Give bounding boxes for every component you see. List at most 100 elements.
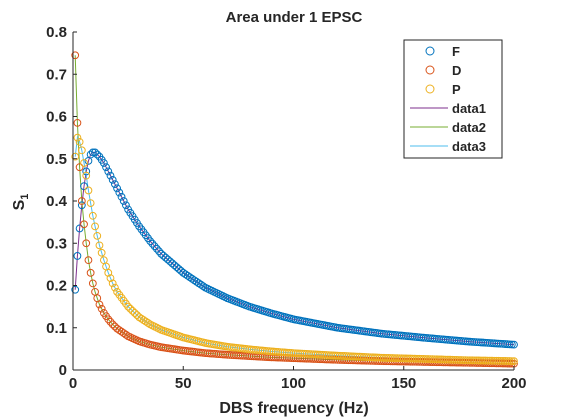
marker-point <box>82 239 91 248</box>
marker-point <box>108 175 117 184</box>
marker-point <box>73 118 82 127</box>
legend-label-data2: data2 <box>452 120 486 135</box>
marker-point <box>199 282 207 291</box>
marker-point <box>124 302 133 311</box>
marker-point <box>148 239 157 248</box>
marker-point <box>152 244 161 253</box>
marker-point <box>106 274 115 283</box>
marker-point <box>119 197 128 205</box>
marker-point <box>507 359 516 368</box>
legend-marker-P <box>425 84 435 94</box>
marker-point <box>75 137 84 146</box>
y-tick-label: 0.4 <box>46 193 68 210</box>
legend-label-data3: data3 <box>452 139 486 154</box>
marker-point <box>88 211 97 220</box>
marker-point <box>163 255 172 264</box>
y-axis-label-group: S1 <box>11 194 31 211</box>
plot-area <box>71 51 518 368</box>
marker-point <box>82 171 91 180</box>
marker-point <box>82 167 91 176</box>
marker-point <box>91 222 99 231</box>
marker-point <box>86 268 95 277</box>
marker-point <box>146 237 155 246</box>
legend-marker-F <box>425 46 435 56</box>
legend-label-P: P <box>452 82 461 97</box>
legend-entry-data3: data3 <box>410 139 486 154</box>
marker-point <box>84 186 93 195</box>
series-markers-P <box>71 133 518 366</box>
marker-point <box>505 357 514 365</box>
x-tick-label: 150 <box>391 375 416 392</box>
marker-point <box>95 241 104 250</box>
marker-point <box>510 340 518 349</box>
y-axis-label: S1 <box>11 194 31 211</box>
y-tick-label: 0.7 <box>46 66 67 83</box>
y-tick-label: 0.6 <box>46 109 67 126</box>
marker-point <box>77 197 86 205</box>
x-tick-label: 0 <box>69 375 77 392</box>
marker-point <box>93 231 102 240</box>
marker-point <box>108 320 117 329</box>
y-tick-label: 0 <box>59 362 67 379</box>
marker-point <box>113 184 121 193</box>
legend-entry-D: D <box>425 63 461 78</box>
y-axis-label-subscript: 1 <box>19 194 31 200</box>
marker-point <box>157 249 166 258</box>
marker-point <box>122 330 130 339</box>
marker-point <box>95 300 104 309</box>
marker-point <box>170 261 179 270</box>
marker-point <box>115 188 124 197</box>
marker-point <box>505 340 514 349</box>
marker-point <box>93 150 102 159</box>
marker-point <box>75 163 84 172</box>
marker-point <box>80 159 88 167</box>
marker-point <box>161 253 170 262</box>
marker-point <box>126 304 135 313</box>
marker-point <box>71 152 80 161</box>
series-markers-F <box>71 148 518 349</box>
marker-point <box>174 265 183 273</box>
marker-point <box>159 251 168 260</box>
legend-entry-data1: data1 <box>410 101 486 116</box>
marker-point <box>505 359 514 368</box>
y-axis-label-main: S <box>11 199 28 210</box>
marker-point <box>73 133 82 142</box>
marker-point <box>102 163 110 172</box>
marker-point <box>168 259 177 268</box>
x-tick-label: 100 <box>281 375 306 392</box>
marker-point <box>128 306 137 315</box>
y-tick-label: 0.3 <box>46 235 67 252</box>
y-tick-label: 0.1 <box>46 320 67 337</box>
legend-label-data1: data1 <box>452 101 486 116</box>
marker-point <box>122 201 130 210</box>
marker-point <box>172 263 181 272</box>
marker-point <box>71 51 80 60</box>
marker-point <box>111 283 119 292</box>
marker-point <box>111 180 119 189</box>
marker-point <box>86 199 95 208</box>
legend-entry-data2: data2 <box>410 120 486 135</box>
marker-point <box>75 224 84 233</box>
x-tick-label: 50 <box>175 375 192 392</box>
marker-point <box>150 242 159 251</box>
marker-point <box>88 279 97 288</box>
legend-entry-F: F <box>425 44 460 59</box>
marker-point <box>71 285 80 294</box>
y-tick-label: 0.2 <box>46 278 67 295</box>
marker-point <box>510 357 518 366</box>
marker-point <box>130 309 139 317</box>
axes: 0 50 100 150 200 0 0.1 0.2 0.3 0.4 0.5 0.6 0.7 0.8 <box>46 24 526 392</box>
marker-point <box>155 247 163 256</box>
legend-box <box>403 39 503 159</box>
marker-point <box>104 315 113 324</box>
y-tick-label: 0.8 <box>46 24 67 41</box>
marker-point <box>84 256 93 265</box>
x-tick-label: 200 <box>501 375 526 392</box>
marker-point <box>97 304 106 313</box>
marker-point <box>97 248 106 257</box>
marker-point <box>507 340 516 349</box>
marker-point <box>106 171 115 180</box>
